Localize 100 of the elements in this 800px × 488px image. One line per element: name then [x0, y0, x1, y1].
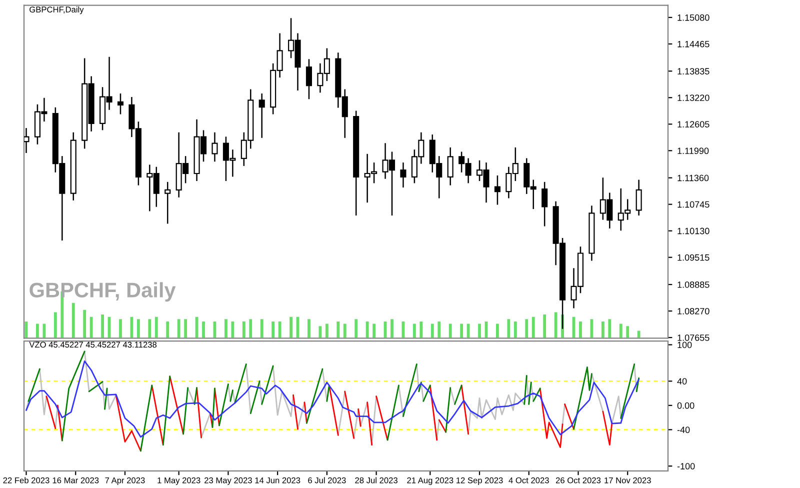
y-tick-label: -100 — [677, 463, 695, 470]
bar — [438, 321, 441, 338]
bar — [166, 321, 170, 338]
y-tick-label: 1.13220 — [678, 94, 710, 101]
x-tick-label: 14 Jun 2023 — [255, 477, 300, 484]
bar — [202, 321, 205, 338]
candlestick — [212, 132, 218, 162]
bar — [119, 319, 122, 338]
chart-title: GBPCHF,Daily — [30, 6, 84, 14]
bar — [148, 319, 152, 338]
y-tick-label: 1.12605 — [678, 121, 710, 128]
bar — [72, 302, 75, 338]
bar — [460, 324, 464, 338]
bar — [543, 314, 546, 338]
x-tick-label: 12 Sep 2023 — [456, 477, 503, 485]
bar — [36, 324, 39, 338]
y-tick-label: 1.10745 — [678, 201, 710, 208]
annotation: GBPCHF, Daily — [30, 282, 176, 302]
bar — [154, 316, 158, 338]
x-tick-label: 4 Oct 2023 — [508, 477, 549, 484]
bar — [231, 321, 234, 338]
bar — [249, 319, 252, 338]
candlestick — [306, 59, 312, 100]
line-series — [26, 360, 640, 438]
bar — [136, 319, 140, 338]
bar — [579, 321, 582, 338]
y-tick-label: -40 — [677, 426, 690, 434]
y-tick-label: 1.08885 — [678, 281, 710, 288]
bar — [430, 324, 434, 338]
bar — [466, 324, 470, 338]
candlestick — [24, 128, 30, 153]
bar — [290, 316, 292, 338]
bar — [525, 319, 528, 338]
x-tick-label: 17 Nov 2023 — [604, 477, 651, 484]
bar — [590, 319, 594, 338]
candlestick — [164, 182, 171, 224]
bar — [608, 319, 612, 338]
candlestick — [494, 175, 500, 205]
candlestick — [447, 147, 454, 186]
x-tick-label: 26 Oct 2023 — [556, 477, 601, 484]
candlestick — [636, 180, 642, 216]
x-tick-label: 28 Jul 2023 — [355, 477, 398, 484]
bar — [637, 330, 640, 338]
candlestick — [117, 94, 124, 114]
x-tick-label: 1 May 2023 — [158, 477, 200, 485]
bar — [308, 319, 310, 338]
bar — [554, 312, 558, 338]
y-tick-label: 1.15080 — [678, 14, 710, 21]
chart-title: VZO 45.45227 45.45227 43.11238 — [29, 342, 157, 348]
bar — [354, 319, 358, 338]
bar — [101, 314, 104, 338]
bar — [420, 321, 423, 338]
bar — [507, 319, 510, 338]
bar — [390, 319, 394, 338]
bar — [532, 316, 535, 338]
bar — [366, 321, 369, 338]
bar — [372, 324, 376, 338]
y-tick-label: 1.09515 — [678, 254, 710, 261]
bar — [601, 321, 604, 338]
bar — [514, 321, 517, 338]
bar — [54, 312, 57, 338]
bar — [336, 321, 340, 338]
candlestick — [400, 162, 406, 188]
x-tick-label: 16 Mar 2023 — [52, 477, 99, 484]
y-tick-label: 1.11990 — [678, 148, 709, 154]
bar — [496, 324, 499, 338]
y-tick-label: 0.00 — [677, 402, 694, 409]
bar — [242, 321, 246, 338]
bar — [224, 319, 228, 338]
y-tick-label: 100 — [678, 342, 692, 348]
y-tick-label: 1.07655 — [678, 334, 710, 341]
x-tick-label: 22 Feb 2023 — [3, 477, 50, 484]
x-tick-label: 7 Apr 2023 — [105, 477, 145, 485]
candlestick — [258, 94, 265, 138]
bar — [478, 324, 481, 338]
y-tick-label: 1.14465 — [678, 40, 710, 48]
y-tick-label: 1.10130 — [678, 228, 710, 234]
bar — [318, 326, 322, 338]
candlestick — [542, 182, 548, 226]
bar — [619, 324, 622, 338]
bar — [83, 310, 86, 338]
x-tick-label: 6 Jul 2023 — [308, 477, 346, 484]
x-tick-label: 21 Aug 2023 — [407, 477, 454, 485]
y-tick-label: 40 — [677, 378, 687, 385]
bar — [272, 321, 275, 338]
bar — [260, 319, 264, 338]
x-tick-label: 23 May 2023 — [204, 477, 252, 485]
bar — [90, 316, 93, 338]
bar — [177, 319, 180, 338]
bar — [448, 324, 452, 338]
bar — [184, 319, 188, 338]
bar — [278, 321, 282, 338]
bar — [325, 324, 328, 338]
bar — [42, 324, 46, 338]
y-tick-label: 1.11360 — [678, 174, 709, 182]
bar — [626, 326, 630, 338]
y-tick-label: 1.13835 — [678, 68, 710, 74]
bar — [412, 324, 416, 338]
bar — [343, 324, 346, 338]
bar — [130, 316, 134, 338]
